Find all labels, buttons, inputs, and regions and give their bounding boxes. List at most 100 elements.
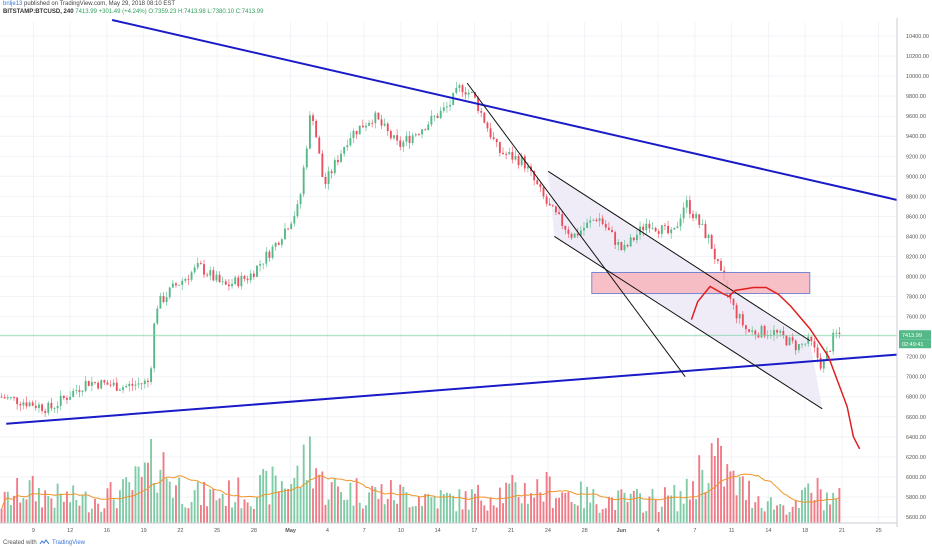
volume-bar [299, 487, 302, 523]
volume-moving-average [1, 473, 840, 509]
volume-bar [56, 483, 59, 523]
candle-body [231, 283, 233, 287]
price-axis-bg [897, 18, 932, 527]
candle-body [592, 219, 595, 221]
volume-bar [234, 502, 237, 523]
volume-bar [673, 484, 676, 523]
candle-body [785, 335, 788, 346]
candle-body [402, 141, 405, 147]
candle-body [632, 237, 635, 241]
volume-bar [514, 482, 517, 523]
volume-bar [72, 485, 75, 523]
volume-bar [611, 497, 613, 523]
volume-bar [171, 497, 174, 523]
volume-bar [380, 484, 383, 523]
candle-body [751, 330, 754, 332]
volume-bar [47, 496, 50, 523]
candle-body [424, 129, 427, 131]
created-with-label: Created with [3, 540, 37, 546]
candle-body [215, 274, 218, 281]
candle-body [551, 205, 554, 207]
candle-body [131, 383, 134, 386]
candle-body [37, 404, 40, 408]
volume-bar [396, 503, 399, 523]
price-tick-label: 8600.00 [906, 214, 926, 220]
candles [0, 81, 841, 417]
volume-bar [766, 501, 769, 523]
volume-bar [607, 496, 610, 523]
volume-bar [664, 487, 666, 523]
volume-bar [483, 505, 486, 523]
candle-body [561, 214, 564, 226]
volume-bar [517, 496, 520, 523]
volume-bar [751, 507, 754, 523]
candle-body [128, 383, 131, 387]
author-link[interactable]: bnlje13 [3, 1, 23, 7]
volume-bar [548, 476, 551, 523]
candle-body [153, 323, 156, 369]
candle-body [449, 104, 451, 107]
candle-body [336, 159, 339, 163]
candle-body [181, 280, 184, 285]
volume-bar [558, 497, 561, 523]
price-chart[interactable]: 10400.0010200.0010000.009800.009600.0094… [0, 0, 932, 536]
volume-bar [654, 499, 657, 523]
price-tick-label: 5600.00 [906, 515, 926, 521]
candle-body [741, 314, 744, 326]
candle-body [284, 228, 286, 240]
volume-bar [421, 505, 423, 523]
candle-body [498, 142, 501, 153]
volume-bar [763, 511, 766, 523]
candle-body [651, 227, 654, 229]
volume-bar [81, 494, 84, 523]
volume-bar [371, 485, 374, 523]
volume-bar [707, 483, 710, 523]
volume-bar [237, 477, 240, 523]
volume-bar [685, 478, 688, 523]
projection-curve [690, 285, 861, 450]
volume-bar [838, 487, 841, 523]
volume-bar [676, 511, 679, 523]
volume-bar [103, 508, 106, 523]
tradingview-brand-link[interactable]: TradingView [52, 540, 86, 546]
candle-body [545, 196, 548, 204]
time-tick-label: 14 [765, 528, 771, 534]
candle-body [835, 332, 838, 334]
volume-bar [825, 492, 828, 523]
last-price-label: 7413.99 [902, 333, 922, 339]
volume-bar [343, 499, 346, 523]
volume-bar [69, 502, 72, 523]
volume-bar [785, 514, 788, 523]
candle-body [414, 134, 417, 136]
volume-bar [178, 477, 181, 523]
volume-bar [361, 508, 364, 523]
volume-bar [523, 482, 526, 523]
volume-bar [41, 507, 43, 523]
candle-body [601, 218, 604, 224]
candle-body [685, 200, 688, 208]
volume-bar [589, 502, 592, 523]
candle-body [3, 397, 6, 399]
candle-body [436, 115, 439, 118]
volume-bar [505, 482, 508, 523]
price-tick-label: 6000.00 [906, 475, 926, 481]
volume-bar [22, 497, 25, 523]
candle-body [118, 389, 121, 391]
candle-body [299, 194, 302, 205]
volume-bar [153, 483, 156, 523]
volume-bar [162, 452, 165, 523]
volume-bar [526, 503, 529, 523]
candle-body [168, 287, 171, 298]
price-tick-label: 9600.00 [906, 114, 926, 120]
volume-bar [760, 507, 763, 523]
time-tick-label: 4 [326, 528, 329, 534]
volume-bar [623, 492, 626, 523]
candle-body [455, 87, 458, 93]
candle-body [707, 235, 710, 239]
candle-body [212, 270, 215, 281]
tradingview-logo-icon[interactable] [39, 539, 50, 545]
volume-bar [355, 478, 358, 523]
candle-body [206, 274, 209, 276]
candle-body [75, 390, 78, 391]
volume-bar [187, 508, 190, 523]
